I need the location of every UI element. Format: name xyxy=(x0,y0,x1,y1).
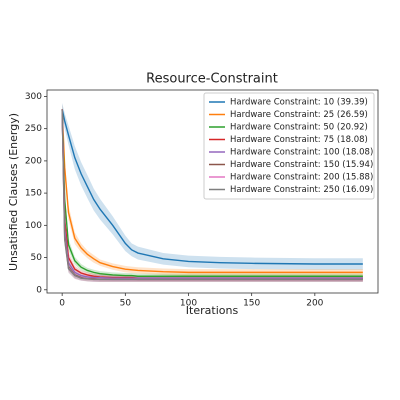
line xyxy=(61,109,363,279)
x-axis-label: Iterations xyxy=(186,304,239,317)
y-axis-label: Unsatisfied Clauses (Energy) xyxy=(7,113,20,271)
y-tick-label: 250 xyxy=(25,124,42,134)
legend-label: Hardware Constraint: 100 (18.08) xyxy=(230,148,373,158)
x-tick-label: 200 xyxy=(306,299,323,309)
legend-label: Hardware Constraint: 25 (26.59) xyxy=(230,110,368,120)
x-tick-label: 150 xyxy=(243,299,260,309)
y-tick-label: 100 xyxy=(25,221,42,231)
y-tick-label: 200 xyxy=(25,156,42,166)
legend-label: Hardware Constraint: 50 (20.92) xyxy=(230,123,368,133)
legend-label: Hardware Constraint: 10 (39.39) xyxy=(230,98,368,108)
plot-frame xyxy=(46,89,379,294)
legend-label: Hardware Constraint: 200 (15.88) xyxy=(230,173,373,183)
y-tick-label: 150 xyxy=(25,189,42,199)
line xyxy=(61,109,363,274)
chart-title: Resource-Constraint xyxy=(146,72,278,87)
line xyxy=(61,109,363,281)
y-tick-label: 50 xyxy=(31,253,43,263)
x-tick-label: 0 xyxy=(59,299,65,309)
x-tick-label: 50 xyxy=(120,299,132,309)
x-tick-label: 100 xyxy=(180,299,197,309)
y-tick-label: 300 xyxy=(25,92,42,102)
legend-box xyxy=(203,92,375,200)
legend-label: Hardware Constraint: 250 (16.09) xyxy=(230,185,373,195)
y-tick-label: 0 xyxy=(36,285,42,295)
legend-label: Hardware Constraint: 150 (15.94) xyxy=(230,160,373,170)
line xyxy=(61,109,363,265)
legend-label: Hardware Constraint: 75 (18.08) xyxy=(230,135,368,145)
line xyxy=(61,109,363,277)
